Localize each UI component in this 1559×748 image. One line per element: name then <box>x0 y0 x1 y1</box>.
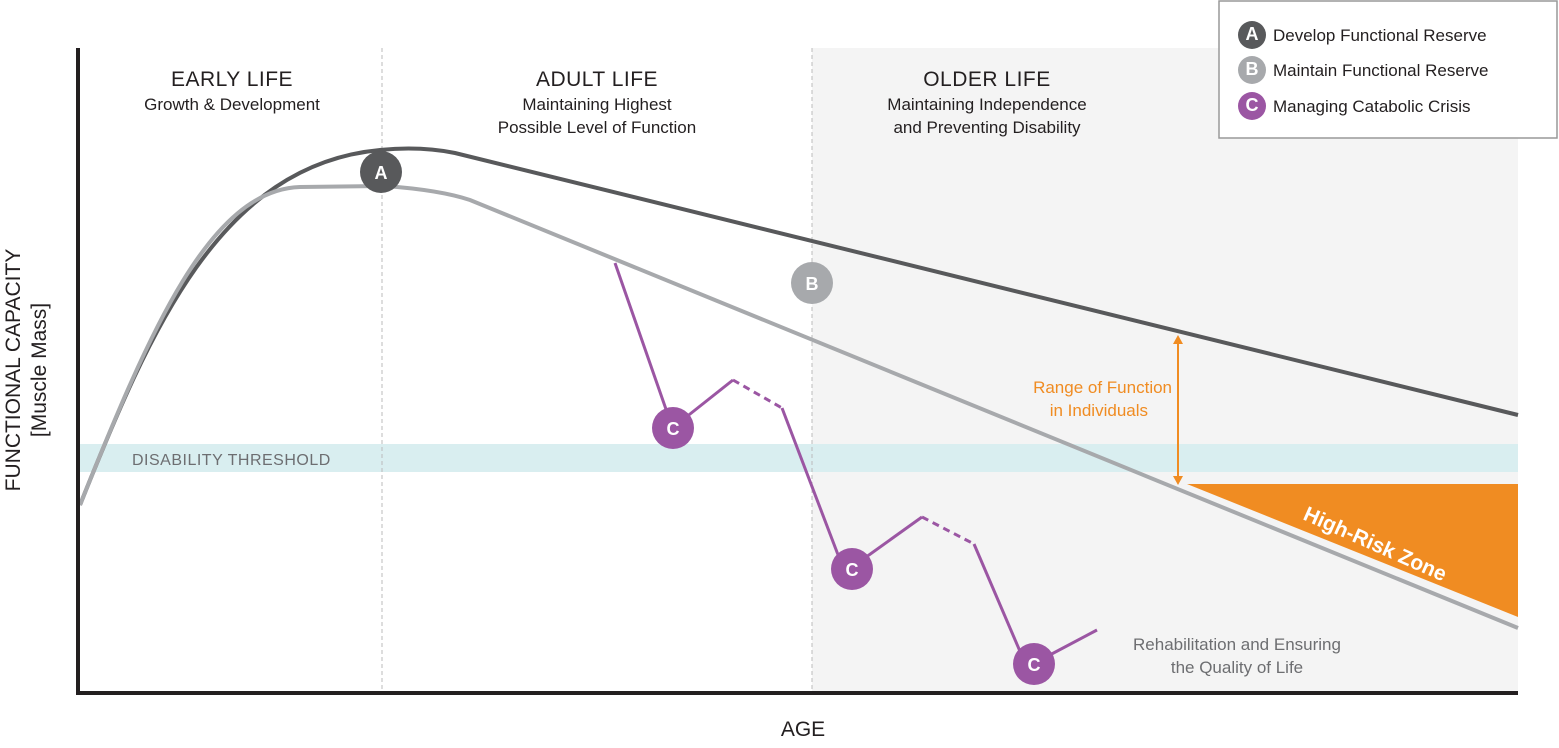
older-life-shade <box>812 48 1518 693</box>
rehab-label-1: Rehabilitation and Ensuring <box>1133 635 1341 654</box>
svg-text:A: A <box>375 163 388 183</box>
marker-c-3: C <box>1013 643 1055 685</box>
svg-text:B: B <box>806 274 819 294</box>
legend: A Develop Functional Reserve B Maintain … <box>1218 0 1558 139</box>
range-label-2: in Individuals <box>1050 401 1148 420</box>
legend-marker-b <box>1238 56 1266 84</box>
rehab-label-2: the Quality of Life <box>1171 658 1303 677</box>
x-axis-label: AGE <box>781 718 825 741</box>
svg-text:Managing Catabolic Crisis: Managing Catabolic Crisis <box>1273 97 1470 116</box>
phase-sub-older-1: Maintaining Independence <box>887 95 1086 114</box>
svg-text:C: C <box>1246 95 1259 115</box>
phase-sub-early: Growth & Development <box>144 95 320 114</box>
lower-curve <box>78 183 1519 630</box>
catabolic-crisis-path <box>613 262 1098 659</box>
legend-item-a: A Develop Functional Reserve <box>1238 21 1487 49</box>
phase-title-adult: ADULT LIFE <box>536 68 658 91</box>
y-axis-label-2: [Muscle Mass] <box>28 303 51 437</box>
phase-sub-older-2: and Preventing Disability <box>893 118 1081 137</box>
svg-text:Develop Functional Reserve: Develop Functional Reserve <box>1273 26 1487 45</box>
svg-text:A: A <box>1246 24 1259 44</box>
range-label-1: Range of Function <box>1033 378 1172 397</box>
svg-text:C: C <box>846 560 859 580</box>
legend-item-c: C Managing Catabolic Crisis <box>1238 92 1470 120</box>
legend-item-b: B Maintain Functional Reserve <box>1238 56 1488 84</box>
range-of-function-arrow <box>1173 335 1183 485</box>
phase-title-early: EARLY LIFE <box>171 68 293 91</box>
marker-b: B <box>791 262 833 304</box>
svg-text:C: C <box>667 419 680 439</box>
marker-c-1: C <box>652 407 694 449</box>
marker-c-2: C <box>831 548 873 590</box>
high-risk-zone <box>1187 484 1518 617</box>
legend-marker-a <box>1238 21 1266 49</box>
disability-threshold-label: DISABILITY THRESHOLD <box>132 452 331 469</box>
phase-title-older: OLDER LIFE <box>923 68 1051 91</box>
phase-sub-adult-1: Maintaining Highest <box>522 95 672 114</box>
y-axis-label-1: FUNCTIONAL CAPACITY <box>2 249 25 492</box>
svg-text:B: B <box>1246 59 1259 79</box>
svg-text:Maintain Functional Reserve: Maintain Functional Reserve <box>1273 61 1488 80</box>
marker-a: A <box>360 151 402 193</box>
phase-sub-adult-2: Possible Level of Function <box>498 118 696 137</box>
legend-marker-c <box>1238 92 1266 120</box>
svg-text:C: C <box>1028 655 1041 675</box>
